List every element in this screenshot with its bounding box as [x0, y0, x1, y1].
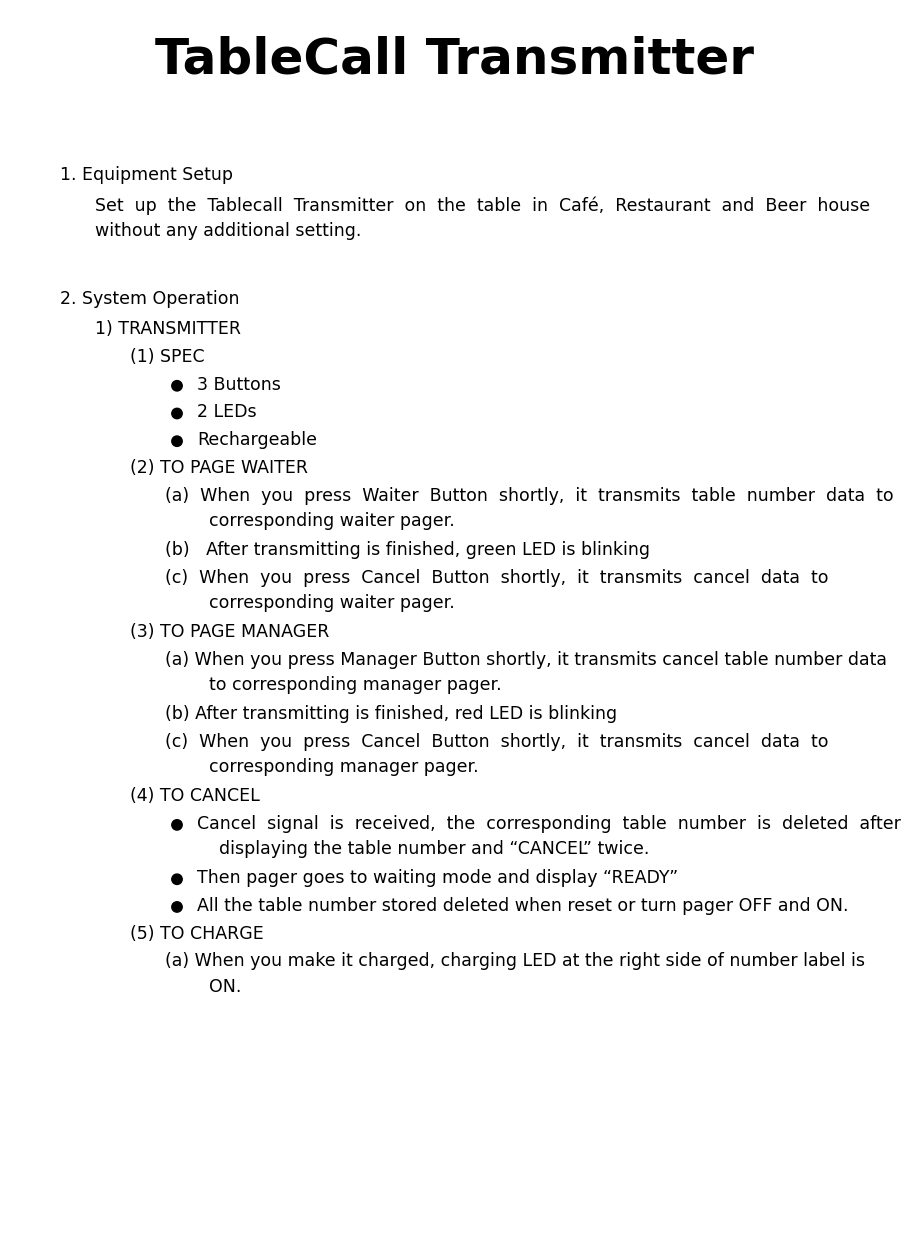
- Text: (2) TO PAGE WAITER: (2) TO PAGE WAITER: [130, 459, 308, 477]
- Text: Then pager goes to waiting mode and display “READY”: Then pager goes to waiting mode and disp…: [197, 870, 678, 887]
- Text: (c)  When  you  press  Cancel  Button  shortly,  it  transmits  cancel  data  to: (c) When you press Cancel Button shortly…: [165, 569, 828, 586]
- Text: Cancel  signal  is  received,  the  corresponding  table  number  is  deleted  a: Cancel signal is received, the correspon…: [197, 814, 901, 833]
- Text: ON.: ON.: [165, 978, 242, 996]
- Text: (1) SPEC: (1) SPEC: [130, 348, 205, 366]
- Text: (b) After transmitting is finished, red LED is blinking: (b) After transmitting is finished, red …: [165, 705, 617, 723]
- Text: (5) TO CHARGE: (5) TO CHARGE: [130, 925, 264, 943]
- Text: TableCall Transmitter: TableCall Transmitter: [155, 35, 754, 83]
- Text: corresponding manager pager.: corresponding manager pager.: [165, 758, 479, 777]
- Text: 3 Buttons: 3 Buttons: [197, 375, 281, 394]
- Text: 2. System Operation: 2. System Operation: [60, 290, 239, 307]
- Text: displaying the table number and “CANCEL” twice.: displaying the table number and “CANCEL”…: [197, 841, 649, 858]
- Text: without any additional setting.: without any additional setting.: [95, 222, 362, 240]
- Text: (b)   After transmitting is finished, green LED is blinking: (b) After transmitting is finished, gree…: [165, 541, 650, 558]
- Text: Rechargeable: Rechargeable: [197, 432, 317, 449]
- Circle shape: [172, 902, 182, 912]
- Text: 2 LEDs: 2 LEDs: [197, 403, 256, 422]
- Text: corresponding waiter pager.: corresponding waiter pager.: [165, 595, 454, 612]
- Circle shape: [172, 435, 182, 447]
- Text: (c)  When  you  press  Cancel  Button  shortly,  it  transmits  cancel  data  to: (c) When you press Cancel Button shortly…: [165, 733, 828, 750]
- Text: to corresponding manager pager.: to corresponding manager pager.: [165, 676, 502, 694]
- Text: corresponding waiter pager.: corresponding waiter pager.: [165, 512, 454, 530]
- Text: (a)  When  you  press  Waiter  Button  shortly,  it  transmits  table  number  d: (a) When you press Waiter Button shortly…: [165, 487, 894, 505]
- Text: (3) TO PAGE MANAGER: (3) TO PAGE MANAGER: [130, 622, 329, 641]
- Text: (a) When you make it charged, charging LED at the right side of number label is: (a) When you make it charged, charging L…: [165, 953, 865, 970]
- Circle shape: [172, 408, 182, 419]
- Circle shape: [172, 873, 182, 885]
- Text: Set  up  the  Tablecall  Transmitter  on  the  table  in  Café,  Restaurant  and: Set up the Tablecall Transmitter on the …: [95, 196, 870, 215]
- Text: (4) TO CANCEL: (4) TO CANCEL: [130, 787, 260, 806]
- Text: (a) When you press Manager Button shortly, it transmits cancel table number data: (a) When you press Manager Button shortl…: [165, 651, 887, 669]
- Circle shape: [172, 380, 182, 392]
- Circle shape: [172, 820, 182, 830]
- Text: 1) TRANSMITTER: 1) TRANSMITTER: [95, 320, 241, 339]
- Text: 1. Equipment Setup: 1. Equipment Setup: [60, 166, 233, 183]
- Text: All the table number stored deleted when reset or turn pager OFF and ON.: All the table number stored deleted when…: [197, 897, 848, 915]
